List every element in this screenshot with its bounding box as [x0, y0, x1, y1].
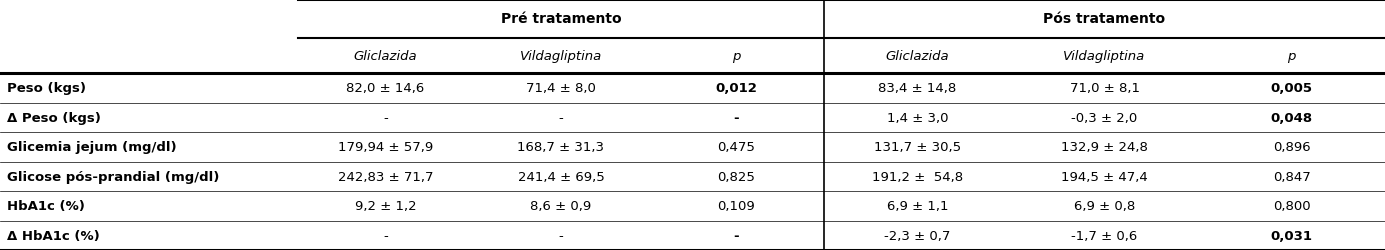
Text: Vildagliptina: Vildagliptina [1064, 50, 1145, 63]
Text: 83,4 ± 14,8: 83,4 ± 14,8 [878, 82, 957, 95]
Text: 242,83 ± 71,7: 242,83 ± 71,7 [338, 170, 434, 183]
Text: p: p [1287, 50, 1296, 63]
Text: 0,005: 0,005 [1270, 82, 1313, 95]
Text: 0,847: 0,847 [1273, 170, 1310, 183]
Text: 71,4 ± 8,0: 71,4 ± 8,0 [526, 82, 596, 95]
Text: 241,4 ± 69,5: 241,4 ± 69,5 [518, 170, 604, 183]
Text: 0,012: 0,012 [716, 82, 758, 95]
Text: Δ HbA1c (%): Δ HbA1c (%) [7, 229, 100, 242]
Text: 1,4 ± 3,0: 1,4 ± 3,0 [886, 111, 949, 124]
Text: 0,825: 0,825 [717, 170, 755, 183]
Text: -: - [734, 111, 740, 124]
Text: 71,0 ± 8,1: 71,0 ± 8,1 [1069, 82, 1140, 95]
Text: -: - [384, 229, 388, 242]
Text: Gliclazida: Gliclazida [886, 50, 949, 63]
Text: 82,0 ± 14,6: 82,0 ± 14,6 [346, 82, 425, 95]
Text: 6,9 ± 0,8: 6,9 ± 0,8 [1073, 200, 1136, 212]
Text: 132,9 ± 24,8: 132,9 ± 24,8 [1061, 141, 1148, 154]
Text: Pré tratamento: Pré tratamento [500, 12, 622, 26]
Text: HbA1c (%): HbA1c (%) [7, 200, 84, 212]
Text: -0,3 ± 2,0: -0,3 ± 2,0 [1072, 111, 1137, 124]
Text: 0,048: 0,048 [1270, 111, 1313, 124]
Text: -: - [558, 229, 564, 242]
Text: Glicemia jejum (mg/dl): Glicemia jejum (mg/dl) [7, 141, 176, 154]
Text: p: p [733, 50, 741, 63]
Text: 168,7 ± 31,3: 168,7 ± 31,3 [518, 141, 604, 154]
Text: Δ Peso (kgs): Δ Peso (kgs) [7, 111, 101, 124]
Text: 6,9 ± 1,1: 6,9 ± 1,1 [886, 200, 949, 212]
Text: Peso (kgs): Peso (kgs) [7, 82, 86, 95]
Text: 194,5 ± 47,4: 194,5 ± 47,4 [1061, 170, 1148, 183]
Text: -1,7 ± 0,6: -1,7 ± 0,6 [1072, 229, 1137, 242]
Text: Gliclazida: Gliclazida [353, 50, 417, 63]
Text: 131,7 ± 30,5: 131,7 ± 30,5 [874, 141, 961, 154]
Text: Pós tratamento: Pós tratamento [1043, 12, 1166, 26]
Text: 0,896: 0,896 [1273, 141, 1310, 154]
Text: 179,94 ± 57,9: 179,94 ± 57,9 [338, 141, 434, 154]
Text: -: - [558, 111, 564, 124]
Text: Glicose pós-prandial (mg/dl): Glicose pós-prandial (mg/dl) [7, 170, 219, 183]
Text: 0,031: 0,031 [1270, 229, 1313, 242]
Text: 9,2 ± 1,2: 9,2 ± 1,2 [355, 200, 417, 212]
Text: -: - [734, 229, 740, 242]
Text: Vildagliptina: Vildagliptina [519, 50, 602, 63]
Text: 0,800: 0,800 [1273, 200, 1310, 212]
Text: 191,2 ±  54,8: 191,2 ± 54,8 [873, 170, 963, 183]
Text: 0,109: 0,109 [717, 200, 755, 212]
Text: -: - [384, 111, 388, 124]
Text: 8,6 ± 0,9: 8,6 ± 0,9 [530, 200, 591, 212]
Text: -2,3 ± 0,7: -2,3 ± 0,7 [885, 229, 950, 242]
Text: 0,475: 0,475 [717, 141, 755, 154]
